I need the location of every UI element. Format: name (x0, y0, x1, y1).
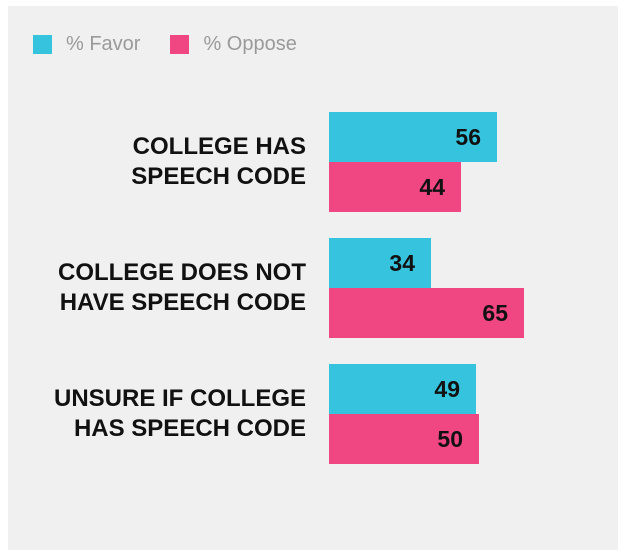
category-label-line: HAS SPEECH CODE (73, 415, 306, 442)
legend-swatch-favor (33, 34, 52, 54)
chart-legend: % Favor % Oppose (33, 33, 327, 55)
bar-oppose: 50 (329, 414, 479, 464)
legend-item-oppose: % Oppose (170, 32, 297, 56)
legend-swatch-oppose (170, 34, 190, 54)
category-label: UNSURE IF COLLEGE HAS SPEECH CODE (54, 384, 306, 444)
category-label-line: UNSURE IF COLLEGE (53, 385, 306, 412)
category-label-line: HAVE SPEECH CODE (59, 289, 306, 316)
legend-label-oppose: % Oppose (203, 32, 297, 55)
bar-favor: 56 (329, 112, 497, 162)
bar-favor: 34 (329, 238, 431, 288)
bar-value-label: 34 (389, 250, 415, 276)
bar-value-label: 56 (455, 124, 481, 150)
bar-value-label: 65 (482, 300, 508, 326)
category-label: COLLEGE DOES NOT HAVE SPEECH CODE (58, 258, 306, 318)
category-label-line: COLLEGE HAS (132, 133, 306, 160)
legend-label-favor: % Favor (66, 32, 141, 55)
bar-oppose: 65 (329, 288, 524, 338)
category-label-line: SPEECH CODE (131, 163, 306, 190)
chart-panel (8, 6, 618, 550)
legend-item-favor: % Favor (33, 33, 140, 56)
bar-oppose: 44 (329, 162, 461, 212)
bar-favor: 49 (329, 364, 476, 414)
bar-value-label: 44 (419, 174, 445, 200)
bar-value-label: 50 (437, 426, 463, 452)
category-label: COLLEGE HAS SPEECH CODE (131, 132, 306, 192)
bar-value-label: 49 (434, 376, 460, 402)
category-label-line: COLLEGE DOES NOT (57, 259, 306, 286)
